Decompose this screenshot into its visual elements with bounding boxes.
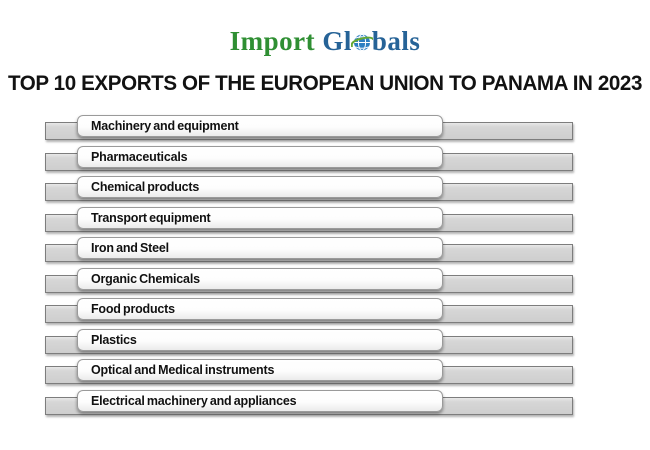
bar-label: Food products [91, 302, 175, 317]
chart-row: Machinery and equipment [0, 115, 650, 146]
bar-label: Plastics [91, 332, 137, 347]
bar-label: Chemical products [91, 180, 200, 195]
bar-label-box: Transport equipment [77, 206, 443, 229]
chart-row: Optical and Medical instruments [0, 359, 650, 390]
chart-row: Pharmaceuticals [0, 145, 650, 177]
bar-label-box: Optical and Medical instruments [77, 359, 443, 382]
chart-row: Organic Chemicals [0, 267, 650, 299]
bar-label-box: Iron and Steel [77, 237, 443, 260]
bar-label-box: Chemical products [77, 176, 443, 199]
logo-bals-text: bals [371, 26, 421, 56]
bar-label: Machinery and equipment [91, 119, 239, 133]
bar-label-box: Pharmaceuticals [77, 145, 443, 168]
bar-label: Optical and Medical instruments [91, 363, 275, 378]
chart-row: Iron and Steel [0, 237, 650, 268]
bar-label: Pharmaceuticals [91, 149, 188, 164]
bar-label: Organic Chemicals [91, 271, 200, 286]
bar-label: Transport equipment [91, 210, 211, 225]
chart-row: Chemical products [0, 176, 650, 207]
bar-label-box: Plastics [77, 328, 443, 351]
bar-label-box: Food products [77, 298, 443, 321]
bar-label-box: Electrical machinery and appliances [77, 389, 443, 412]
bar-label-box: Organic Chemicals [77, 267, 443, 290]
chart-row: Transport equipment [0, 206, 650, 238]
chart-row: Electrical machinery and appliances [0, 389, 650, 421]
bar-label: Iron and Steel [91, 241, 169, 256]
logo-gl-text: Gl [322, 26, 352, 56]
page-title: TOP 10 EXPORTS OF THE EUROPEAN UNION TO … [7, 72, 643, 95]
logo-import-text: Import [229, 26, 316, 56]
logo: Import Gl bals [0, 26, 650, 60]
globe-icon [350, 29, 374, 60]
bar-label: Electrical machinery and appliances [91, 393, 297, 408]
chart-row: Plastics [0, 328, 650, 360]
chart-row: Food products [0, 298, 650, 329]
bar-label-box: Machinery and equipment [77, 115, 443, 137]
